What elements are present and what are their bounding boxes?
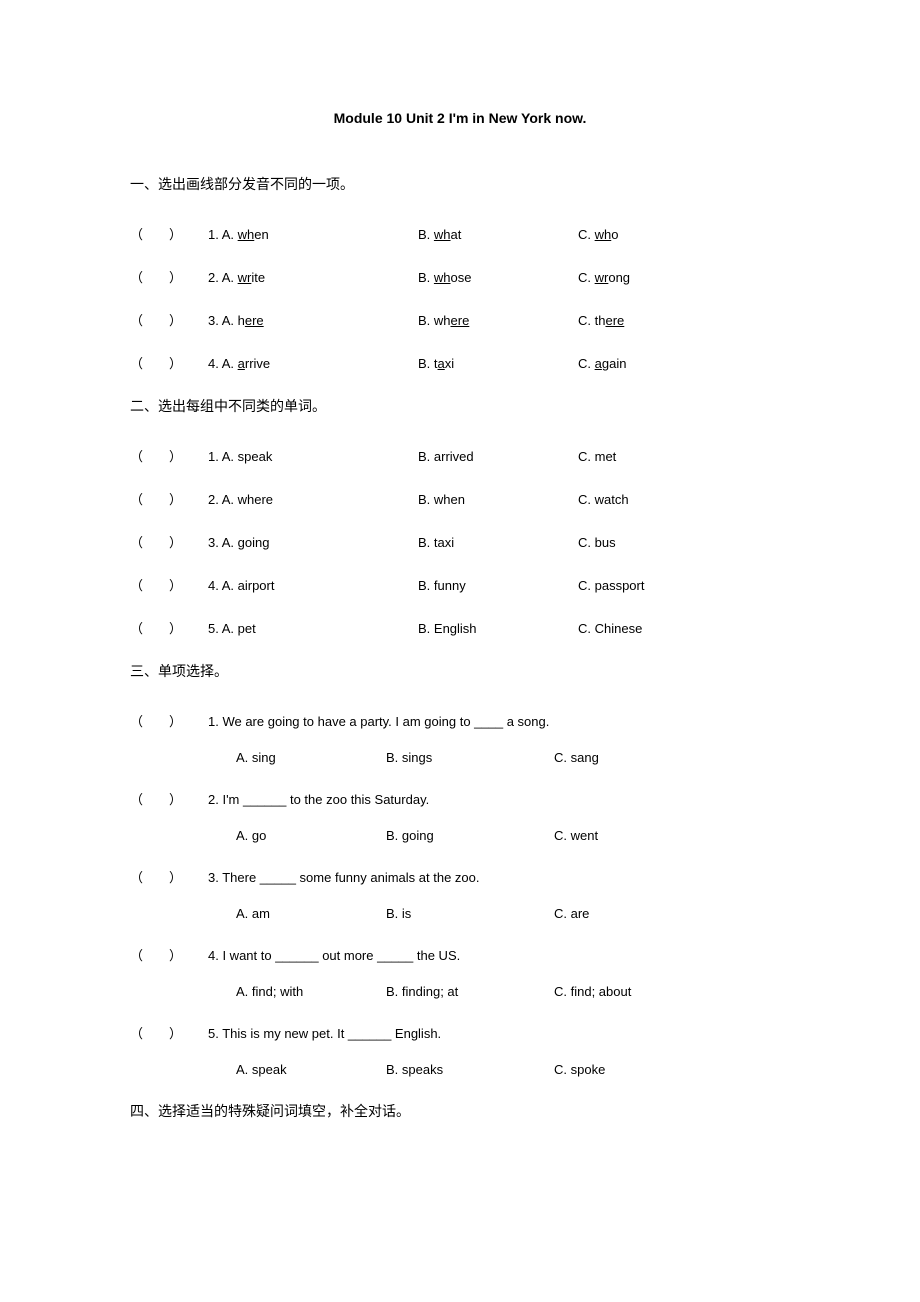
option-b: B. arrived [418,449,578,464]
question-sentence: 3. There _____ some funny animals at the… [208,870,790,885]
option-a: 1. A. when [208,227,418,242]
answer-options-row: A. goB. goingC. went [130,828,790,843]
option-a: A. go [236,828,386,843]
answer-blank: （ ） [130,575,208,594]
option-c: C. met [578,449,616,464]
answer-options-row: A. find; withB. finding; atC. find; abou… [130,984,790,999]
option-a: A. speak [236,1062,386,1077]
section4: 四、选择适当的特殊疑问词填空，补全对话。 [130,1101,790,1121]
answer-blank: （ ） [130,789,208,808]
option-c: C. went [554,828,598,843]
option-c: C. there [578,313,624,328]
question-row: （ ）4. A. airportB. funnyC. passport [130,575,790,594]
answer-blank: （ ） [130,618,208,637]
answer-options-row: A. speakB. speaksC. spoke [130,1062,790,1077]
option-c: C. wrong [578,270,630,285]
answer-options-row: A. amB. isC. are [130,906,790,921]
option-a: 5. A. pet [208,621,418,636]
option-c: C. find; about [554,984,631,999]
option-b: B. what [418,227,578,242]
option-b: B. English [418,621,578,636]
option-c: C. Chinese [578,621,642,636]
option-a: A. sing [236,750,386,765]
worksheet-title: Module 10 Unit 2 I'm in New York now. [130,110,790,126]
option-b: B. taxi [418,356,578,371]
question-sentence: 4. I want to ______ out more _____ the U… [208,948,790,963]
section3-header: 三、单项选择。 [130,661,790,681]
option-a: 2. A. write [208,270,418,285]
option-c: C. spoke [554,1062,605,1077]
question-sentence: 5. This is my new pet. It ______ English… [208,1026,790,1041]
option-a: 2. A. where [208,492,418,507]
question-row: （ ）1. A. speakB. arrivedC. met [130,446,790,465]
question-row: （ ）2. A. whereB. whenC. watch [130,489,790,508]
section1-header: 一、选出画线部分发音不同的一项。 [130,174,790,194]
answer-blank: （ ） [130,267,208,286]
option-c: C. again [578,356,626,371]
option-a: 3. A. going [208,535,418,550]
question-row: （ ）4. A. arriveB. taxiC. again [130,353,790,372]
question-row: （ ）5. A. petB. EnglishC. Chinese [130,618,790,637]
option-a: 4. A. arrive [208,356,418,371]
answer-blank: （ ） [130,532,208,551]
option-b: B. taxi [418,535,578,550]
section2-header: 二、选出每组中不同类的单词。 [130,396,790,416]
question-sentence: 1. We are going to have a party. I am go… [208,714,790,729]
answer-blank: （ ） [130,446,208,465]
option-c: C. are [554,906,589,921]
option-c: C. bus [578,535,616,550]
option-b: B. is [386,906,554,921]
question-row: （ ）1. We are going to have a party. I am… [130,711,790,730]
option-c: C. who [578,227,618,242]
answer-blank: （ ） [130,489,208,508]
option-b: B. where [418,313,578,328]
question-row: （ ）2. I'm ______ to the zoo this Saturda… [130,789,790,808]
answer-options-row: A. singB. singsC. sang [130,750,790,765]
answer-blank: （ ） [130,224,208,243]
option-c: C. watch [578,492,629,507]
option-b: B. going [386,828,554,843]
option-c: C. sang [554,750,599,765]
option-c: C. passport [578,578,644,593]
option-b: B. finding; at [386,984,554,999]
section4-header: 四、选择适当的特殊疑问词填空，补全对话。 [130,1101,790,1121]
question-row: （ ）3. A. hereB. whereC. there [130,310,790,329]
answer-blank: （ ） [130,945,208,964]
section3: 三、单项选择。 （ ）1. We are going to have a par… [130,661,790,1077]
option-b: B. whose [418,270,578,285]
answer-blank: （ ） [130,1023,208,1042]
answer-blank: （ ） [130,310,208,329]
option-a: A. find; with [236,984,386,999]
option-a: 3. A. here [208,313,418,328]
question-row: （ ）2. A. writeB. whoseC. wrong [130,267,790,286]
question-sentence: 2. I'm ______ to the zoo this Saturday. [208,792,790,807]
option-a: 4. A. airport [208,578,418,593]
option-b: B. sings [386,750,554,765]
section1: 一、选出画线部分发音不同的一项。 （ ）1. A. whenB. whatC. … [130,174,790,372]
option-b: B. when [418,492,578,507]
option-b: B. funny [418,578,578,593]
section2: 二、选出每组中不同类的单词。 （ ）1. A. speakB. arrivedC… [130,396,790,637]
question-row: （ ）3. A. goingB. taxiC. bus [130,532,790,551]
option-a: A. am [236,906,386,921]
question-row: （ ）1. A. whenB. whatC. who [130,224,790,243]
question-row: （ ）4. I want to ______ out more _____ th… [130,945,790,964]
answer-blank: （ ） [130,353,208,372]
answer-blank: （ ） [130,867,208,886]
answer-blank: （ ） [130,711,208,730]
question-row: （ ）5. This is my new pet. It ______ Engl… [130,1023,790,1042]
option-a: 1. A. speak [208,449,418,464]
question-row: （ ）3. There _____ some funny animals at … [130,867,790,886]
option-b: B. speaks [386,1062,554,1077]
